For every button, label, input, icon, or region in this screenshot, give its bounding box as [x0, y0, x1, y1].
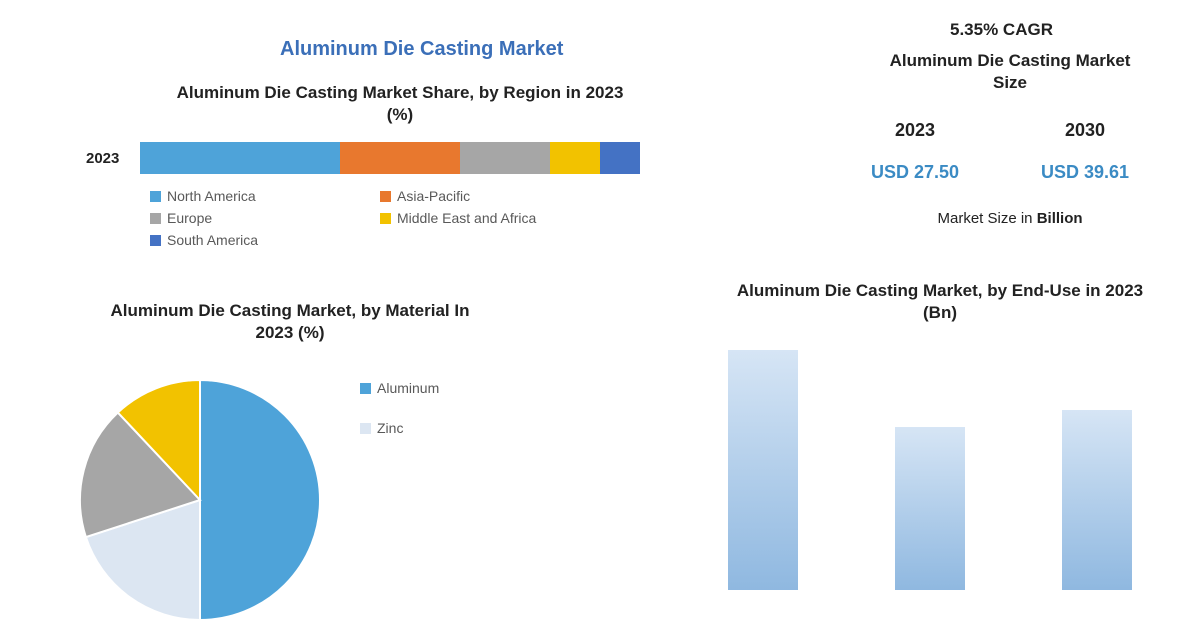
- size-value-1: USD 39.61: [1041, 162, 1129, 183]
- enduse-bar: [1062, 410, 1132, 590]
- region-chart-title: Aluminum Die Casting Market Share, by Re…: [170, 82, 630, 126]
- size-unit-bold: Billion: [1037, 210, 1083, 227]
- legend-swatch: [150, 191, 161, 202]
- cagr-label: 5.35% CAGR: [950, 20, 1053, 40]
- legend-label: Zinc: [377, 420, 403, 436]
- size-year-1: 2030: [1065, 120, 1105, 141]
- material-pie: [80, 380, 320, 620]
- legend-label: Asia-Pacific: [397, 188, 470, 204]
- enduse-bars: [680, 350, 1180, 590]
- legend-swatch: [380, 213, 391, 224]
- legend-item: North America: [150, 188, 350, 204]
- market-size-values: USD 27.50 USD 39.61: [830, 162, 1170, 183]
- legend-swatch: [150, 235, 161, 246]
- legend-label: Aluminum: [377, 380, 439, 396]
- region-seg-middle-east-and-africa: [550, 142, 600, 174]
- region-seg-asia-pacific: [340, 142, 460, 174]
- legend-item: Asia-Pacific: [380, 188, 580, 204]
- market-size-years: 2023 2030: [830, 120, 1170, 141]
- region-legend: North America Asia-Pacific Europe Middle Ea…: [150, 188, 650, 254]
- region-seg-europe: [460, 142, 550, 174]
- region-stacked-bar: [140, 142, 640, 174]
- legend-label: Europe: [167, 210, 212, 226]
- material-chart-title: Aluminum Die Casting Market, by Material…: [100, 300, 480, 344]
- material-legend: Aluminum Zinc: [360, 380, 469, 460]
- market-size-title: Aluminum Die Casting Market Size: [880, 50, 1140, 94]
- enduse-bar: [728, 350, 798, 590]
- legend-swatch: [360, 423, 371, 434]
- legend-item: Zinc: [360, 420, 439, 436]
- legend-item: South America: [150, 232, 350, 248]
- legend-item: Europe: [150, 210, 350, 226]
- enduse-bar: [895, 427, 965, 590]
- legend-swatch: [380, 191, 391, 202]
- size-unit-prefix: Market Size in: [937, 210, 1036, 227]
- legend-swatch: [150, 213, 161, 224]
- region-seg-south-america: [600, 142, 640, 174]
- legend-label: North America: [167, 188, 256, 204]
- legend-item: Aluminum: [360, 380, 439, 396]
- legend-label: South America: [167, 232, 258, 248]
- region-year-label: 2023: [86, 150, 119, 167]
- legend-item: Middle East and Africa: [380, 210, 580, 226]
- main-title: Aluminum Die Casting Market: [280, 38, 563, 61]
- size-value-0: USD 27.50: [871, 162, 959, 183]
- legend-swatch: [360, 383, 371, 394]
- enduse-chart-title: Aluminum Die Casting Market, by End-Use …: [720, 280, 1160, 324]
- market-size-unit: Market Size in Billion: [880, 210, 1140, 227]
- size-year-0: 2023: [895, 120, 935, 141]
- region-seg-north-america: [140, 142, 340, 174]
- legend-label: Middle East and Africa: [397, 210, 536, 226]
- pie-slice: [200, 380, 320, 620]
